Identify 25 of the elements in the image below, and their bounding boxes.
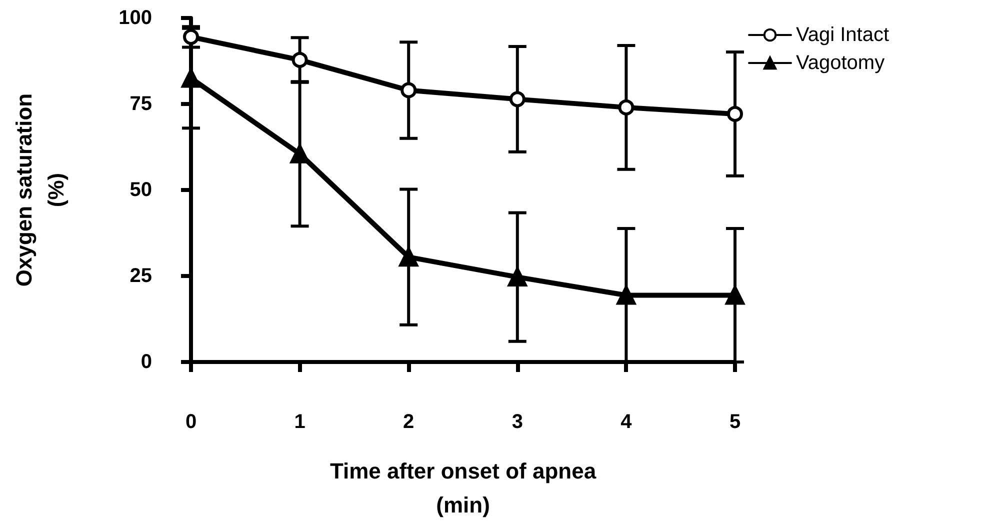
legend-label: Vagotomy	[796, 52, 885, 74]
x-tick-label: 2	[403, 411, 414, 433]
point	[399, 248, 418, 267]
point	[618, 99, 634, 116]
y-tick-label: 25	[130, 265, 152, 287]
x-tick-label: 0	[185, 411, 197, 433]
y-tick-label: 50	[130, 179, 152, 201]
point	[509, 91, 526, 108]
y-tick-label: 0	[140, 351, 152, 373]
y-tick-label: 75	[130, 93, 152, 115]
point	[727, 106, 743, 122]
y-tick-label: 100	[118, 7, 152, 29]
point	[508, 268, 527, 287]
point	[292, 52, 308, 68]
x-tick-label: 3	[512, 411, 523, 433]
x-tick-label: 4	[620, 411, 633, 433]
point	[290, 144, 310, 164]
x-axis-title: Time after onset of apnea (min)	[330, 458, 597, 518]
point	[726, 286, 744, 305]
x-tick-label: 5	[729, 411, 741, 433]
x-tick-label: 1	[294, 411, 306, 433]
point	[400, 82, 417, 98]
y-axis-title: Oxygen saturation (%)	[12, 93, 68, 287]
point	[616, 286, 636, 305]
legend-label: Vagi Intact	[796, 24, 890, 46]
